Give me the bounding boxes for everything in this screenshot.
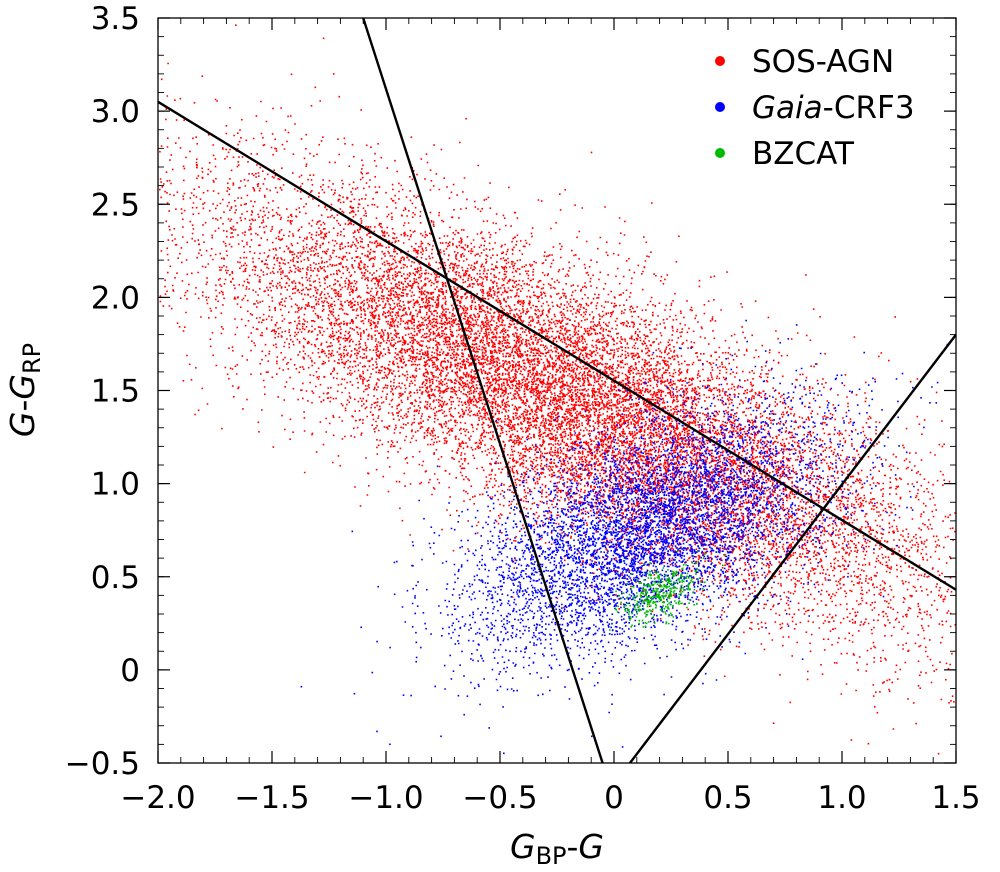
y-tick-label: 3.5	[91, 1, 140, 37]
legend-marker	[715, 102, 725, 112]
x-tick-label: −2.0	[120, 780, 195, 816]
y-axis-label: G-GRP	[3, 343, 46, 437]
data-points-layer	[159, 24, 956, 755]
y-tick-label: 1.0	[91, 467, 140, 503]
legend-marker	[715, 56, 725, 66]
legend-label: Gaia-CRF3	[752, 90, 915, 126]
x-tick-label: −1.5	[234, 780, 309, 816]
x-tick-label: −1.0	[348, 780, 423, 816]
y-tick-label: −0.5	[65, 746, 140, 782]
x-tick-label: −0.5	[462, 780, 537, 816]
selection-line-1	[362, 18, 604, 763]
selection-lines-layer	[158, 18, 956, 763]
legend-label: BZCAT	[752, 136, 855, 172]
y-tick-label: 2.5	[91, 187, 140, 223]
y-tick-label: 3.0	[91, 94, 140, 130]
series-points-gaia-crf3	[300, 319, 949, 755]
x-tick-label: 0	[604, 780, 624, 816]
y-tick-label: 2.0	[91, 280, 140, 316]
y-tick-label: 0	[120, 653, 140, 689]
x-axis-label: GBP-G	[510, 827, 604, 868]
y-tick-label: 0.5	[91, 560, 140, 596]
legend-label: SOS-AGN	[752, 44, 894, 80]
series-points-bzcat	[609, 550, 727, 631]
legend: SOS-AGN Gaia-CRF3 BZCAT	[715, 44, 915, 172]
axis-ticks-layer: −2.0 −1.5 −1.0 −0.5 0 0.5 1.0 1.5 −0.5 0 0.5 1.0 1.5…	[65, 1, 981, 816]
x-tick-label: 1.5	[931, 780, 980, 816]
selection-line-2	[158, 100, 956, 591]
legend-marker	[715, 148, 725, 158]
y-tick-label: 1.5	[91, 374, 140, 410]
x-tick-label: 0.5	[703, 780, 752, 816]
series-points-sos-agn	[159, 24, 956, 755]
x-tick-label: 1.0	[817, 780, 866, 816]
plot-frame	[157, 17, 957, 764]
selection-line-3	[629, 333, 956, 763]
